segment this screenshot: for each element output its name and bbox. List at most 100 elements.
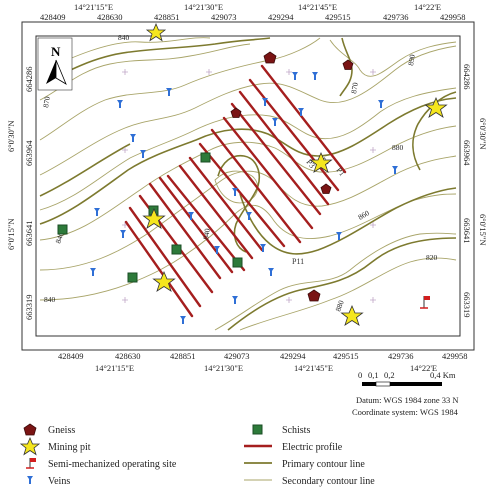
datum-text: Datum: WGS 1984 zone 33 N (356, 395, 459, 405)
gneiss-icon (23, 423, 37, 436)
svg-text:14°21'30"E: 14°21'30"E (204, 363, 243, 373)
svg-text:663319: 663319 (24, 295, 34, 321)
right-latitude-labels: 6°0'30"N 6°0'15"N (478, 118, 488, 246)
svg-text:663964: 663964 (462, 140, 472, 166)
svg-text:14°21'30"E: 14°21'30"E (184, 2, 223, 12)
vein-icon (214, 246, 220, 254)
vein-icon (232, 188, 238, 196)
gneiss-icon (263, 51, 277, 64)
svg-text:664286: 664286 (24, 67, 34, 93)
svg-text:6°0'30"N: 6°0'30"N (6, 120, 16, 152)
vein-icon (166, 88, 172, 96)
svg-text:14°22'E: 14°22'E (410, 363, 437, 373)
coordinate-system-text: Coordinate system: WGS 1984 (352, 407, 459, 417)
svg-text:664286: 664286 (462, 64, 472, 90)
svg-text:429073: 429073 (224, 351, 250, 361)
contour-label-840-center: 840 (201, 227, 212, 240)
vein-icon (336, 232, 342, 240)
mining-pit-icon (19, 436, 41, 456)
top-longitude-labels: 14°21'15"E 14°21'30"E 14°21'45"E 14°22'E (74, 2, 441, 12)
contour-label-880: 880 (392, 143, 404, 152)
vein-icon (260, 244, 266, 252)
vein-icon (27, 476, 33, 484)
mining-pit-icon (145, 22, 167, 42)
legend-gneiss: Gneiss (48, 425, 75, 436)
gneiss-icon (320, 183, 332, 194)
svg-text:429073: 429073 (211, 12, 237, 22)
bottom-longitude-labels: 14°21'15"E 14°21'30"E 14°21'45"E 14°22'E (95, 363, 437, 373)
vein-icon (188, 212, 194, 220)
vein-markers (90, 72, 398, 324)
vein-icon (246, 212, 252, 220)
svg-text:14°21'15"E: 14°21'15"E (74, 2, 113, 12)
vein-icon (312, 72, 318, 80)
svg-text:428409: 428409 (40, 12, 66, 22)
gneiss-markers (230, 51, 354, 302)
svg-text:428851: 428851 (170, 351, 196, 361)
grid-crosses (122, 69, 376, 303)
svg-text:6°0'15"N: 6°0'15"N (6, 218, 16, 250)
contour-label-870-top: 870 (349, 81, 360, 94)
vein-icon (378, 100, 384, 108)
svg-text:429294: 429294 (268, 12, 294, 22)
mining-pit-icon (340, 304, 364, 326)
svg-text:429958: 429958 (442, 351, 468, 361)
svg-text:14°21'45"E: 14°21'45"E (298, 2, 337, 12)
north-arrow-icon (46, 60, 56, 84)
scale-bar: 0 0,1 0,2 0,4 Km (358, 370, 456, 387)
vein-icon (140, 150, 146, 158)
svg-text:429515: 429515 (333, 351, 359, 361)
svg-text:429515: 429515 (325, 12, 351, 22)
gneiss-icon (342, 59, 354, 70)
flag-icon (30, 458, 36, 462)
vein-icon (120, 230, 126, 238)
mining-pit-icon (142, 207, 166, 229)
legend-veins: Veins (48, 476, 70, 487)
svg-text:0,2: 0,2 (384, 370, 395, 380)
svg-text:429294: 429294 (280, 351, 306, 361)
schist-icon (127, 272, 138, 283)
svg-text:429736: 429736 (383, 12, 409, 22)
contour-label-840-top: 840 (118, 33, 130, 42)
svg-text:0,1: 0,1 (368, 370, 379, 380)
mining-pit-icon (309, 151, 333, 173)
legend-mining-pit: Mining pit (48, 442, 91, 453)
svg-text:0,4 Km: 0,4 Km (430, 370, 456, 380)
svg-text:428630: 428630 (115, 351, 141, 361)
svg-text:428409: 428409 (58, 351, 84, 361)
vein-icon (272, 118, 278, 126)
left-latitude-labels: 6°0'30"N 6°0'15"N (6, 120, 16, 250)
left-northing-labels: 664286 663964 663641 663319 (24, 67, 34, 321)
contour-label-880-center: 880 (333, 299, 345, 313)
vein-icon (262, 98, 268, 106)
vein-icon (180, 316, 186, 324)
svg-text:14°21'15"E: 14°21'15"E (95, 363, 134, 373)
legend-semi-mech: Semi-mechanized operating site (48, 459, 177, 470)
vein-icon (94, 208, 100, 216)
contour-label-820: 820 (426, 253, 438, 262)
svg-text:428630: 428630 (97, 12, 123, 22)
svg-text:6°0'15"N: 6°0'15"N (478, 214, 488, 246)
vein-icon (292, 72, 298, 80)
legend-primary-contour: Primary contour line (282, 459, 365, 470)
schist-icon (171, 244, 182, 255)
svg-text:663641: 663641 (462, 218, 472, 244)
contour-label-840-left: 840 (44, 295, 56, 304)
mining-pit-icon (424, 96, 448, 118)
svg-text:14°22'E: 14°22'E (414, 2, 441, 12)
semi-mech-site-marker (420, 296, 430, 309)
contour-lines (39, 37, 457, 331)
legend-schists: Schists (282, 425, 310, 436)
schist-icon (57, 224, 68, 235)
contour-label-890: 890 (406, 53, 417, 66)
vein-icon (268, 268, 274, 276)
vein-icon (392, 166, 398, 174)
schist-icon (200, 152, 211, 163)
vein-icon (90, 268, 96, 276)
contour-label-870-left: 870 (41, 95, 52, 108)
vein-icon (298, 108, 304, 116)
svg-text:428851: 428851 (154, 12, 180, 22)
svg-text:663319: 663319 (462, 292, 472, 318)
vein-icon (130, 134, 136, 142)
